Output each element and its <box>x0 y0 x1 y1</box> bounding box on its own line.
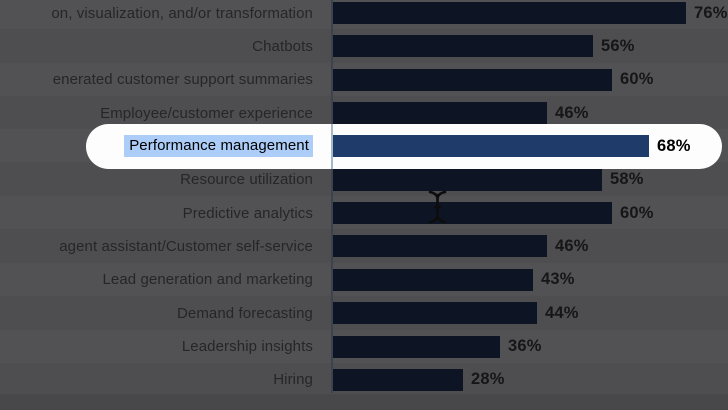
value-label: 43% <box>541 270 575 289</box>
category-text: enerated customer support summaries <box>52 71 313 89</box>
value-label: 46% <box>555 236 589 255</box>
value-label: 60% <box>620 203 654 222</box>
category-text: agent assistant/Customer self-service <box>59 237 313 255</box>
category-text: Leadership insights <box>181 338 313 355</box>
value-label: 44% <box>545 303 579 322</box>
y-axis-line <box>331 0 333 393</box>
bar <box>333 302 537 325</box>
bar <box>333 135 649 158</box>
value-label: 60% <box>620 70 654 89</box>
bar <box>333 2 686 24</box>
bar <box>333 268 533 291</box>
category-label[interactable]: agent assistant/Customer self-service <box>0 235 313 257</box>
category-text: Lead generation and marketing <box>102 271 313 289</box>
value-label: 56% <box>601 36 635 55</box>
y-axis-line-highlight-segment <box>331 124 333 169</box>
value-label: 46% <box>555 103 589 122</box>
category-label[interactable]: enerated customer support summaries <box>0 69 313 91</box>
category-label[interactable]: Resource utilization <box>0 169 313 191</box>
category-label[interactable]: Predictive analytics <box>0 202 313 224</box>
category-label[interactable]: Chatbots <box>0 35 313 57</box>
bar <box>333 68 612 91</box>
bar <box>333 102 547 125</box>
bar <box>333 335 500 358</box>
category-label[interactable]: Employee/customer experience <box>0 102 313 124</box>
category-text: Predictive analytics <box>182 204 313 222</box>
bar <box>333 202 612 225</box>
category-text: Demand forecasting <box>176 304 313 322</box>
value-label: 36% <box>508 337 542 355</box>
bar <box>333 35 593 58</box>
bar <box>333 168 602 191</box>
bar <box>333 368 463 391</box>
category-text: Resource utilization <box>180 171 313 189</box>
value-label: 68% <box>657 136 691 155</box>
value-label: 28% <box>471 370 505 389</box>
category-text: on, visualization, and/or transformation <box>51 4 313 22</box>
value-label: 76% <box>694 3 728 22</box>
category-text: Hiring <box>273 371 313 389</box>
ibeam-cursor-icon <box>428 190 447 224</box>
category-label[interactable]: Performance management <box>0 135 313 158</box>
category-label[interactable]: Hiring <box>0 369 313 391</box>
category-text: Employee/customer experience <box>100 104 313 122</box>
bottom-shade <box>0 394 728 410</box>
category-label[interactable]: on, visualization, and/or transformation <box>0 2 313 24</box>
category-label[interactable]: Demand forecasting <box>0 302 313 324</box>
selected-category-text: Performance management <box>124 135 313 158</box>
category-label[interactable]: Lead generation and marketing <box>0 269 313 291</box>
category-text: Chatbots <box>252 37 313 55</box>
bar <box>333 235 547 258</box>
category-label[interactable]: Leadership insights <box>0 336 313 358</box>
value-label: 58% <box>610 170 644 189</box>
